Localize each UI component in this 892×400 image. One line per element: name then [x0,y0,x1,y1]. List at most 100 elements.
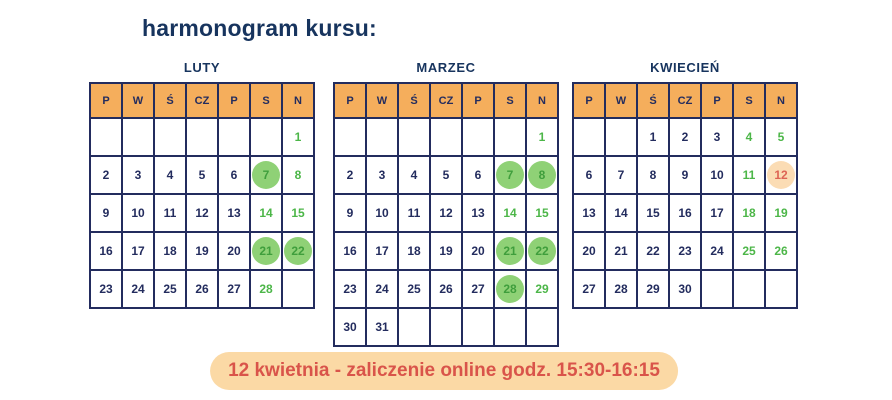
day-cell: 10 [700,155,734,195]
day-cell: 27 [461,269,495,309]
day-cell: 19 [429,231,463,271]
day-cell: 10 [121,193,155,233]
day-cell: 18 [153,231,187,271]
day-cell: 23 [89,269,123,309]
day-cell: 30 [333,307,367,347]
session-day-circle: 21 [496,237,524,265]
day-cell: 4 [397,155,431,195]
exam-banner: 12 kwietnia - zaliczenie online godz. 15… [210,352,678,390]
session-day-cell: 22 [525,231,559,271]
day-cell: 21 [604,231,638,271]
session-day-cell: 21 [493,231,527,271]
day-cell: 13 [572,193,606,233]
session-day-cell: 7 [249,155,283,195]
day-cell: 6 [217,155,251,195]
calendar-week-row: 20 21 22 23 24 25 26 [572,231,798,271]
calendar-week-row: 1 [89,117,315,157]
day-cell: 17 [700,193,734,233]
calendar-month-title: LUTY [183,60,221,75]
calendar-week-row: 27 28 29 30 [572,269,798,309]
day-cell: 9 [668,155,702,195]
highlighted-day-cell: 25 [732,231,766,271]
day-cell: 16 [89,231,123,271]
day-cell: 9 [89,193,123,233]
day-cell: 19 [185,231,219,271]
day-cell: 31 [365,307,399,347]
weekday-header: N [525,82,559,119]
day-cell: 4 [153,155,187,195]
empty-day-cell [89,117,123,157]
calendar-grid: P W Ś CZ P S N 1 2 3 4 5 6 7 8 9 10 11 12 13 14 15 16 17 18 19 20 2… [333,82,559,347]
day-cell: 25 [397,269,431,309]
empty-day-cell [604,117,638,157]
day-cell: 7 [604,155,638,195]
highlighted-day-cell: 15 [281,193,315,233]
highlighted-day-cell: 29 [525,269,559,309]
day-cell: 3 [700,117,734,157]
calendar-marzec: MARZEC P W Ś CZ P S N 1 2 3 4 5 6 7 8 9 10 11 12 13 14 15 16 17 1… [333,60,559,347]
empty-day-cell [493,117,527,157]
empty-day-cell [153,117,187,157]
calendar-week-row: 16 17 18 19 20 21 22 [333,231,559,271]
empty-day-cell [397,117,431,157]
page-title: harmonogram kursu: [142,15,377,41]
calendar-month-title: MARZEC [416,60,476,75]
empty-day-cell [121,117,155,157]
highlighted-day-cell: 1 [525,117,559,157]
session-day-circle: 22 [284,237,312,265]
session-day-cell: 7 [493,155,527,195]
day-cell: 5 [185,155,219,195]
day-cell: 2 [333,155,367,195]
day-cell: 26 [429,269,463,309]
empty-day-cell [365,117,399,157]
day-cell: 26 [185,269,219,309]
weekday-header: CZ [668,82,702,119]
day-cell: 11 [153,193,187,233]
day-cell: 20 [217,231,251,271]
calendar-week-row: 23 24 25 26 27 28 29 [333,269,559,309]
day-cell: 16 [333,231,367,271]
weekday-header: P [700,82,734,119]
day-cell: 3 [121,155,155,195]
day-cell: 27 [572,269,606,309]
empty-day-cell [333,117,367,157]
session-day-circle: 28 [496,275,524,303]
day-cell: 16 [668,193,702,233]
session-day-cell: 21 [249,231,283,271]
day-cell: 29 [636,269,670,309]
empty-day-cell [281,269,315,309]
weekday-header: P [217,82,251,119]
weekday-header: Ś [153,82,187,119]
exam-day-cell: 12 [764,155,798,195]
highlighted-day-cell: 19 [764,193,798,233]
day-cell: 24 [700,231,734,271]
day-cell: 22 [636,231,670,271]
calendar-week-row: 23 24 25 26 27 28 [89,269,315,309]
weekday-header: S [249,82,283,119]
calendar-week-row: 30 31 [333,307,559,347]
day-cell: 2 [89,155,123,195]
empty-day-cell [572,117,606,157]
session-day-cell: 22 [281,231,315,271]
day-cell: 28 [604,269,638,309]
calendar-luty: LUTY P W Ś CZ P S N 1 2 3 4 5 6 7 8 9 10 11 12 13 14 15 16 17 18 1… [89,60,315,309]
empty-day-cell [764,269,798,309]
calendar-week-row: 16 17 18 19 20 21 22 [89,231,315,271]
calendar-grid: P W Ś CZ P S N 1 2 3 4 5 6 7 8 9 10 11 12 13 14 15 16 17 18 19 20 2… [89,82,315,309]
session-day-circle: 22 [528,237,556,265]
session-day-circle: 8 [528,161,556,189]
empty-day-cell [217,117,251,157]
day-cell: 1 [636,117,670,157]
day-cell: 30 [668,269,702,309]
weekday-header: W [121,82,155,119]
day-cell: 9 [333,193,367,233]
calendar-month-title: KWIECIEŃ [650,60,720,75]
highlighted-day-cell: 28 [249,269,283,309]
day-cell: 15 [636,193,670,233]
empty-day-cell [732,269,766,309]
weekday-header: N [281,82,315,119]
session-day-circle: 7 [496,161,524,189]
weekday-header: S [493,82,527,119]
